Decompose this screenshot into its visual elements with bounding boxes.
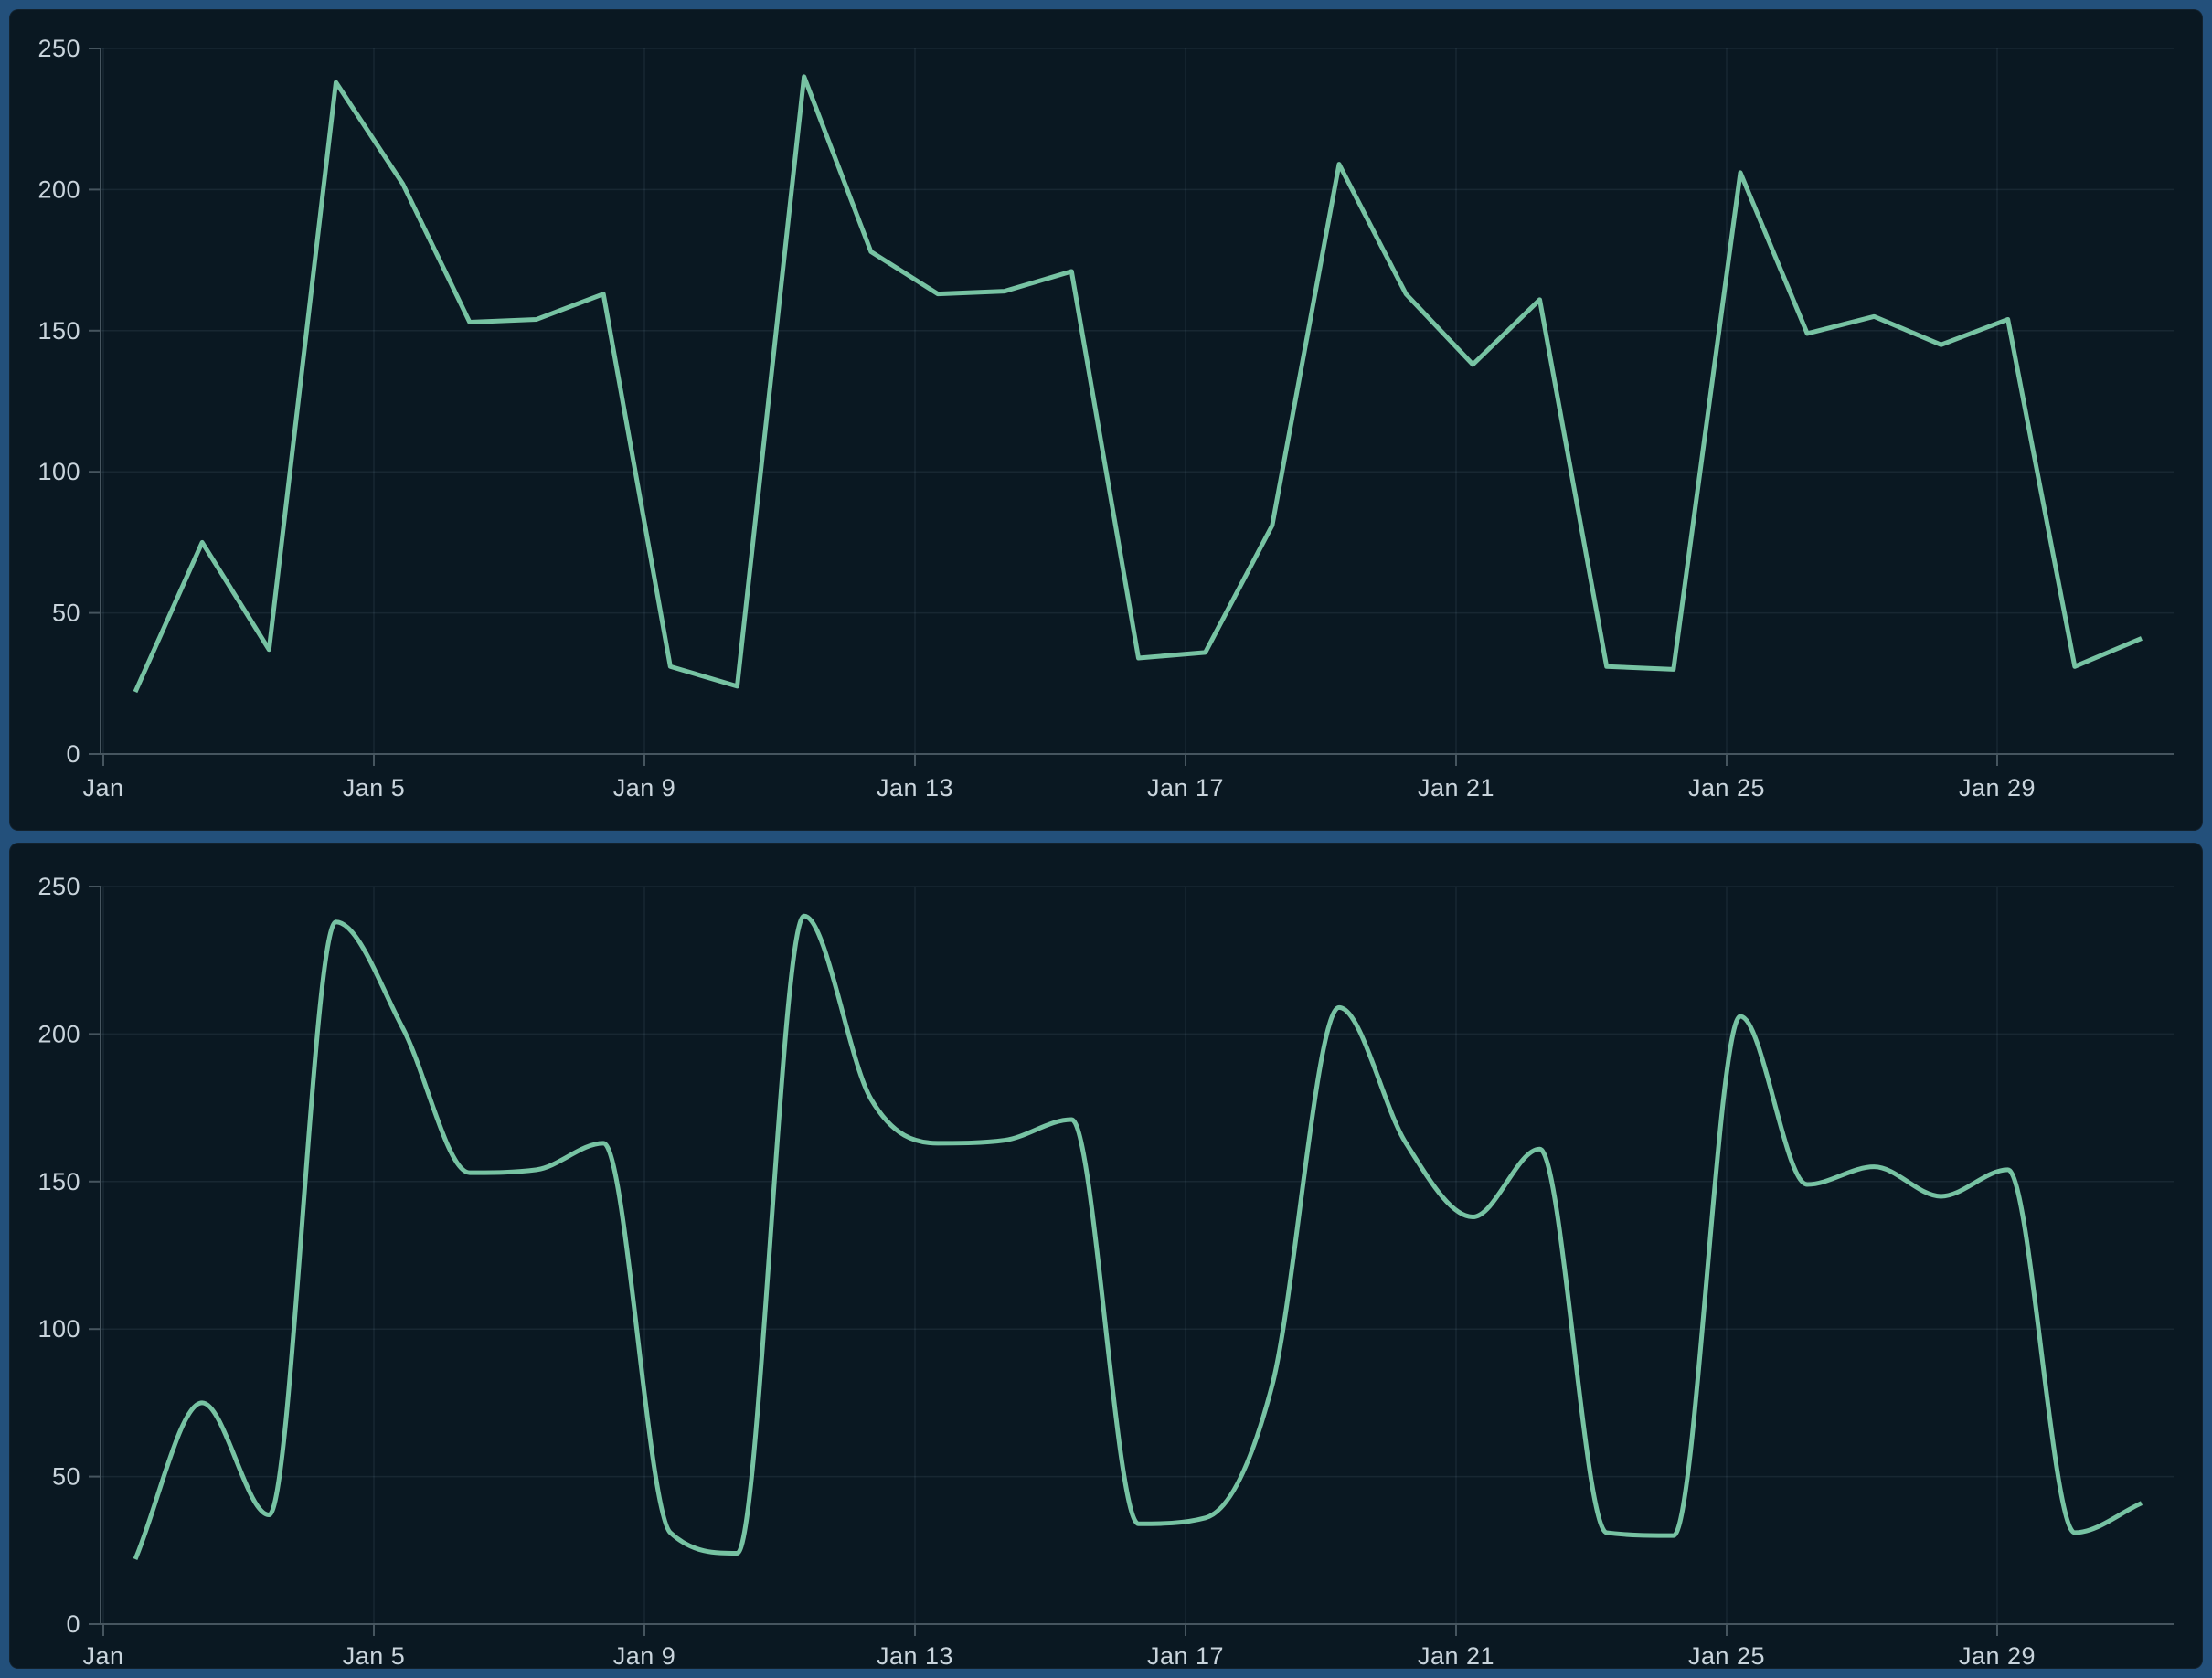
y-tick-label: 150 xyxy=(37,1168,80,1195)
x-tick-label: Jan 13 xyxy=(877,774,953,802)
line-chart-smooth: 0 50 100 150 200 250 Jan Jan 5 Jan 9 Jan 13 Jan 17… xyxy=(37,873,2174,1669)
x-tick-label: Jan 17 xyxy=(1147,1642,1224,1669)
x-tick-label: Jan 17 xyxy=(1147,774,1224,802)
y-tick-label: 100 xyxy=(37,1315,80,1343)
bottom-chart-panel: 0 50 100 150 200 250 Jan Jan 5 Jan 9 Jan 13 Jan 17… xyxy=(9,843,2203,1669)
x-tick-label: Jan 5 xyxy=(343,1642,406,1669)
x-tick-label: Jan 5 xyxy=(343,774,406,802)
x-tick-label: Jan 13 xyxy=(877,1642,953,1669)
top-chart-panel: 0 50 100 150 200 250 Jan Jan 5 Jan 9 Jan 13 Jan 17… xyxy=(9,9,2203,831)
line-chart-straight: 0 50 100 150 200 250 Jan Jan 5 Jan 9 Jan 13 Jan 17… xyxy=(37,35,2174,802)
y-tick-label: 0 xyxy=(66,740,80,768)
x-tick-label: Jan 21 xyxy=(1418,1642,1494,1669)
x-tick-label: Jan 21 xyxy=(1418,774,1494,802)
series-line-smooth xyxy=(133,913,2143,1560)
x-tick-label: Jan 9 xyxy=(613,774,676,802)
y-tick-label: 50 xyxy=(52,1463,80,1491)
y-tick-label: 150 xyxy=(37,317,80,345)
series-line xyxy=(133,74,2143,694)
x-tick-label: Jan xyxy=(82,774,123,802)
x-tick-label: Jan 29 xyxy=(1959,774,2036,802)
y-tick-label: 100 xyxy=(37,458,80,485)
y-tick-label: 200 xyxy=(37,175,80,203)
y-tick-label: 50 xyxy=(52,600,80,627)
x-tick-label: Jan 25 xyxy=(1688,1642,1765,1669)
x-tick-label: Jan 25 xyxy=(1688,774,1765,802)
y-tick-label: 250 xyxy=(37,35,80,62)
y-tick-label: 250 xyxy=(37,873,80,900)
x-tick-label: Jan xyxy=(82,1642,123,1669)
y-tick-label: 0 xyxy=(66,1610,80,1638)
x-tick-label: Jan 9 xyxy=(613,1642,676,1669)
y-tick-label: 200 xyxy=(37,1020,80,1047)
x-tick-label: Jan 29 xyxy=(1959,1642,2036,1669)
